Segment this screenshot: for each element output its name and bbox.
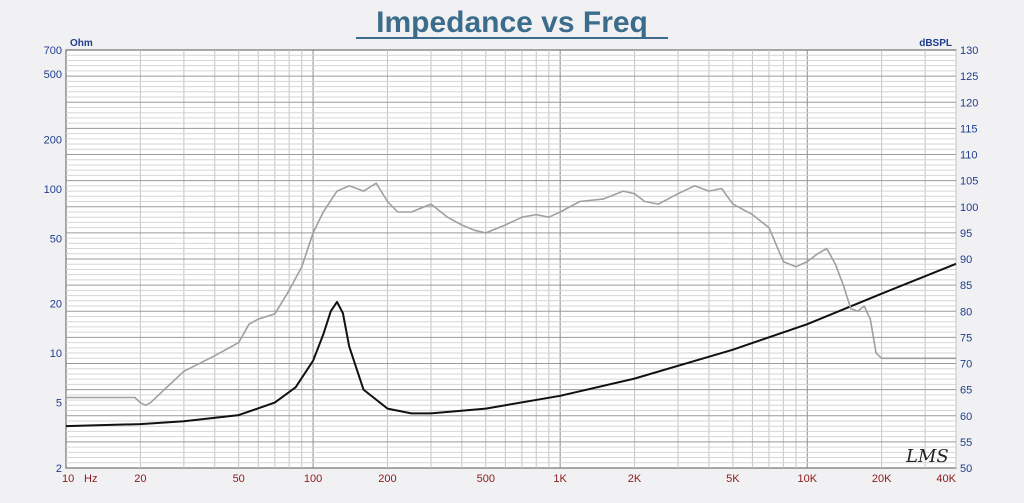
impedance-series-line — [65, 262, 957, 428]
y-left-tick-label: 20 — [50, 299, 62, 311]
y-right-tick-label: 120 — [960, 97, 978, 109]
y-left-tick-label: 500 — [44, 69, 62, 81]
y-right-tick-label: 85 — [960, 280, 972, 292]
series-layer — [65, 182, 957, 428]
y-left-tick-label: 700 — [44, 45, 62, 57]
lms-signature: LMS — [905, 446, 949, 467]
y-right-tick-label: 130 — [960, 45, 978, 57]
y-right-tick-label: 110 — [960, 150, 978, 162]
x-tick-label: 500 — [477, 473, 495, 485]
x-tick-label: 1K — [553, 473, 567, 485]
x-tick-label: 2K — [628, 473, 642, 485]
x-tick-label: 5K — [726, 473, 740, 485]
y-left-tick-label: 50 — [50, 233, 62, 245]
x-tick-label: 40K — [936, 473, 956, 485]
y-right-tick-label: 75 — [960, 332, 972, 344]
right-axis-unit: dBSPL — [919, 38, 952, 49]
y-left-tick-label: 10 — [50, 348, 62, 360]
y-right-tick-label: 55 — [960, 437, 972, 449]
y-right-tick-label: 65 — [960, 385, 972, 397]
y-right-tick-label: 70 — [960, 359, 972, 371]
y-right-tick-label: 60 — [960, 411, 972, 423]
y-right-tick-label: 125 — [960, 71, 978, 83]
spl-series-line — [66, 182, 956, 407]
x-tick-label: 100 — [304, 473, 322, 485]
y-left-tick-label: 100 — [44, 184, 62, 196]
x-tick-label: 10 — [62, 473, 74, 485]
x-axis-unit: Hz — [84, 473, 97, 485]
y-left-tick-label: 2 — [56, 463, 62, 475]
y-right-tick-label: 95 — [960, 228, 972, 240]
y-right-tick-label: 105 — [960, 176, 978, 188]
y-right-tick-label: 100 — [960, 202, 978, 214]
y-left-tick-label: 200 — [44, 134, 62, 146]
y-right-tick-label: 115 — [960, 123, 978, 135]
x-tick-label: 50 — [233, 473, 245, 485]
x-tick-label: 20K — [872, 473, 892, 485]
chart-title: Impedance vs Freq — [376, 6, 648, 39]
x-tick-label: 20 — [134, 473, 146, 485]
x-tick-label: 10K — [797, 473, 817, 485]
y-right-tick-label: 80 — [960, 306, 972, 318]
y-right-tick-label: 50 — [960, 463, 972, 475]
y-left-tick-label: 5 — [56, 398, 62, 410]
y-right-tick-label: 90 — [960, 254, 972, 266]
left-axis-unit: Ohm — [70, 38, 93, 49]
x-tick-label: 200 — [378, 473, 396, 485]
tick-labels: 10 20 50 100 200 500 1K 2K 5K 10K 20K 40K 2 5 10 20 50 10… — [44, 45, 979, 485]
grid — [66, 50, 957, 468]
